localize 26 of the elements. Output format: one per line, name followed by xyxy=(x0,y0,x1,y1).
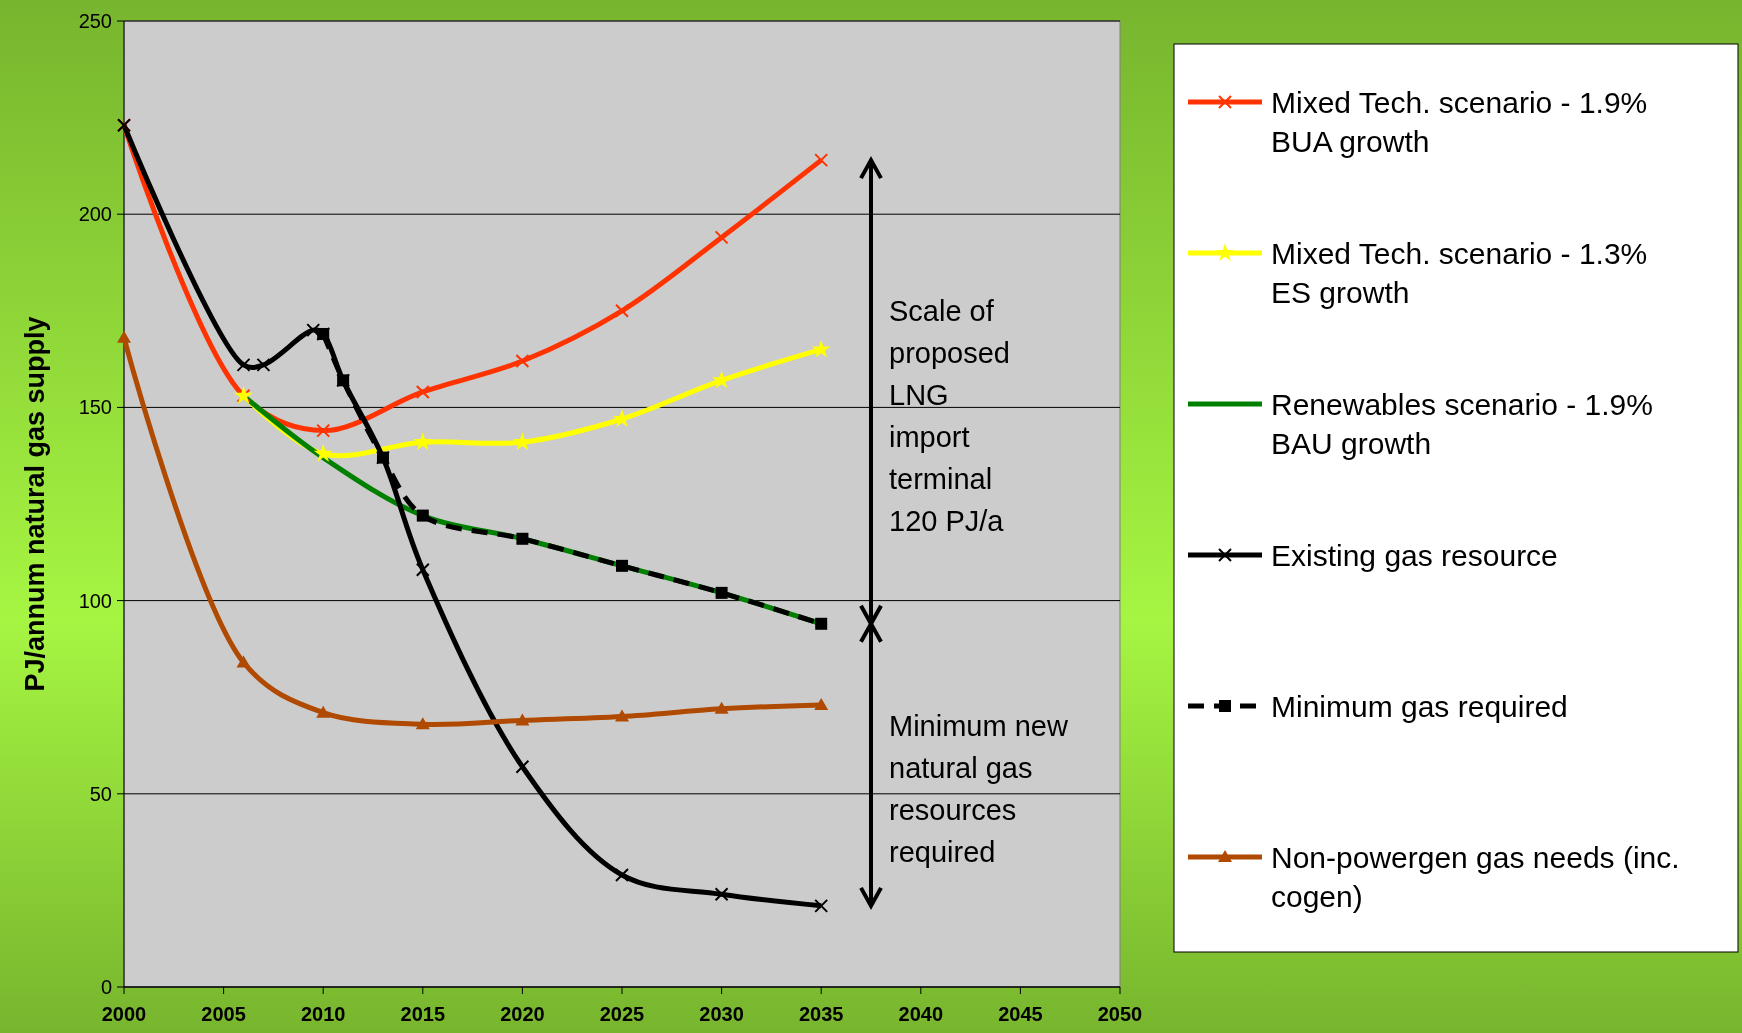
annotation: Minimum new natural gas resources required xyxy=(889,709,1069,868)
legend-label: Mixed Tech. scenario - 1.9% BUA growth xyxy=(1271,85,1648,158)
x-tick-label: 2030 xyxy=(699,1003,744,1025)
x-tick-label: 2040 xyxy=(898,1003,944,1025)
y-tick-label: 50 xyxy=(89,782,112,805)
x-tick-label: 2035 xyxy=(798,1003,844,1025)
y-axis-title: PJ/annum natural gas supply xyxy=(20,316,50,692)
legend-label: Minimum gas required xyxy=(1271,689,1568,723)
legend-label: Renewables scenario - 1.9% BAU growth xyxy=(1271,387,1653,460)
legend-label: Existing gas resource xyxy=(1271,538,1558,572)
x-tick-label: 2015 xyxy=(400,1003,446,1025)
x-tick-label: 2050 xyxy=(1097,1003,1143,1025)
x-tick-label: 2045 xyxy=(998,1003,1043,1025)
y-tick-label: 100 xyxy=(78,589,112,612)
legend-label: Mixed Tech. scenario - 1.3% ES growth xyxy=(1271,236,1648,309)
x-tick-label: 2010 xyxy=(300,1003,346,1025)
x-tick-label: 2025 xyxy=(599,1003,645,1025)
x-tick-label: 2020 xyxy=(500,1003,545,1025)
y-tick-label: 200 xyxy=(78,203,112,226)
y-tick-label: 0 xyxy=(100,976,112,998)
y-tick-label: 250 xyxy=(78,10,112,32)
annotation: Scale of proposed LNG import terminal 120 PJ/a xyxy=(889,295,1010,538)
y-tick-label: 150 xyxy=(78,396,112,419)
x-tick-label: 2000 xyxy=(101,1003,147,1025)
legend-label: Non-powergen gas needs (inc. cogen) xyxy=(1271,840,1680,913)
x-tick-label: 2005 xyxy=(201,1003,246,1025)
